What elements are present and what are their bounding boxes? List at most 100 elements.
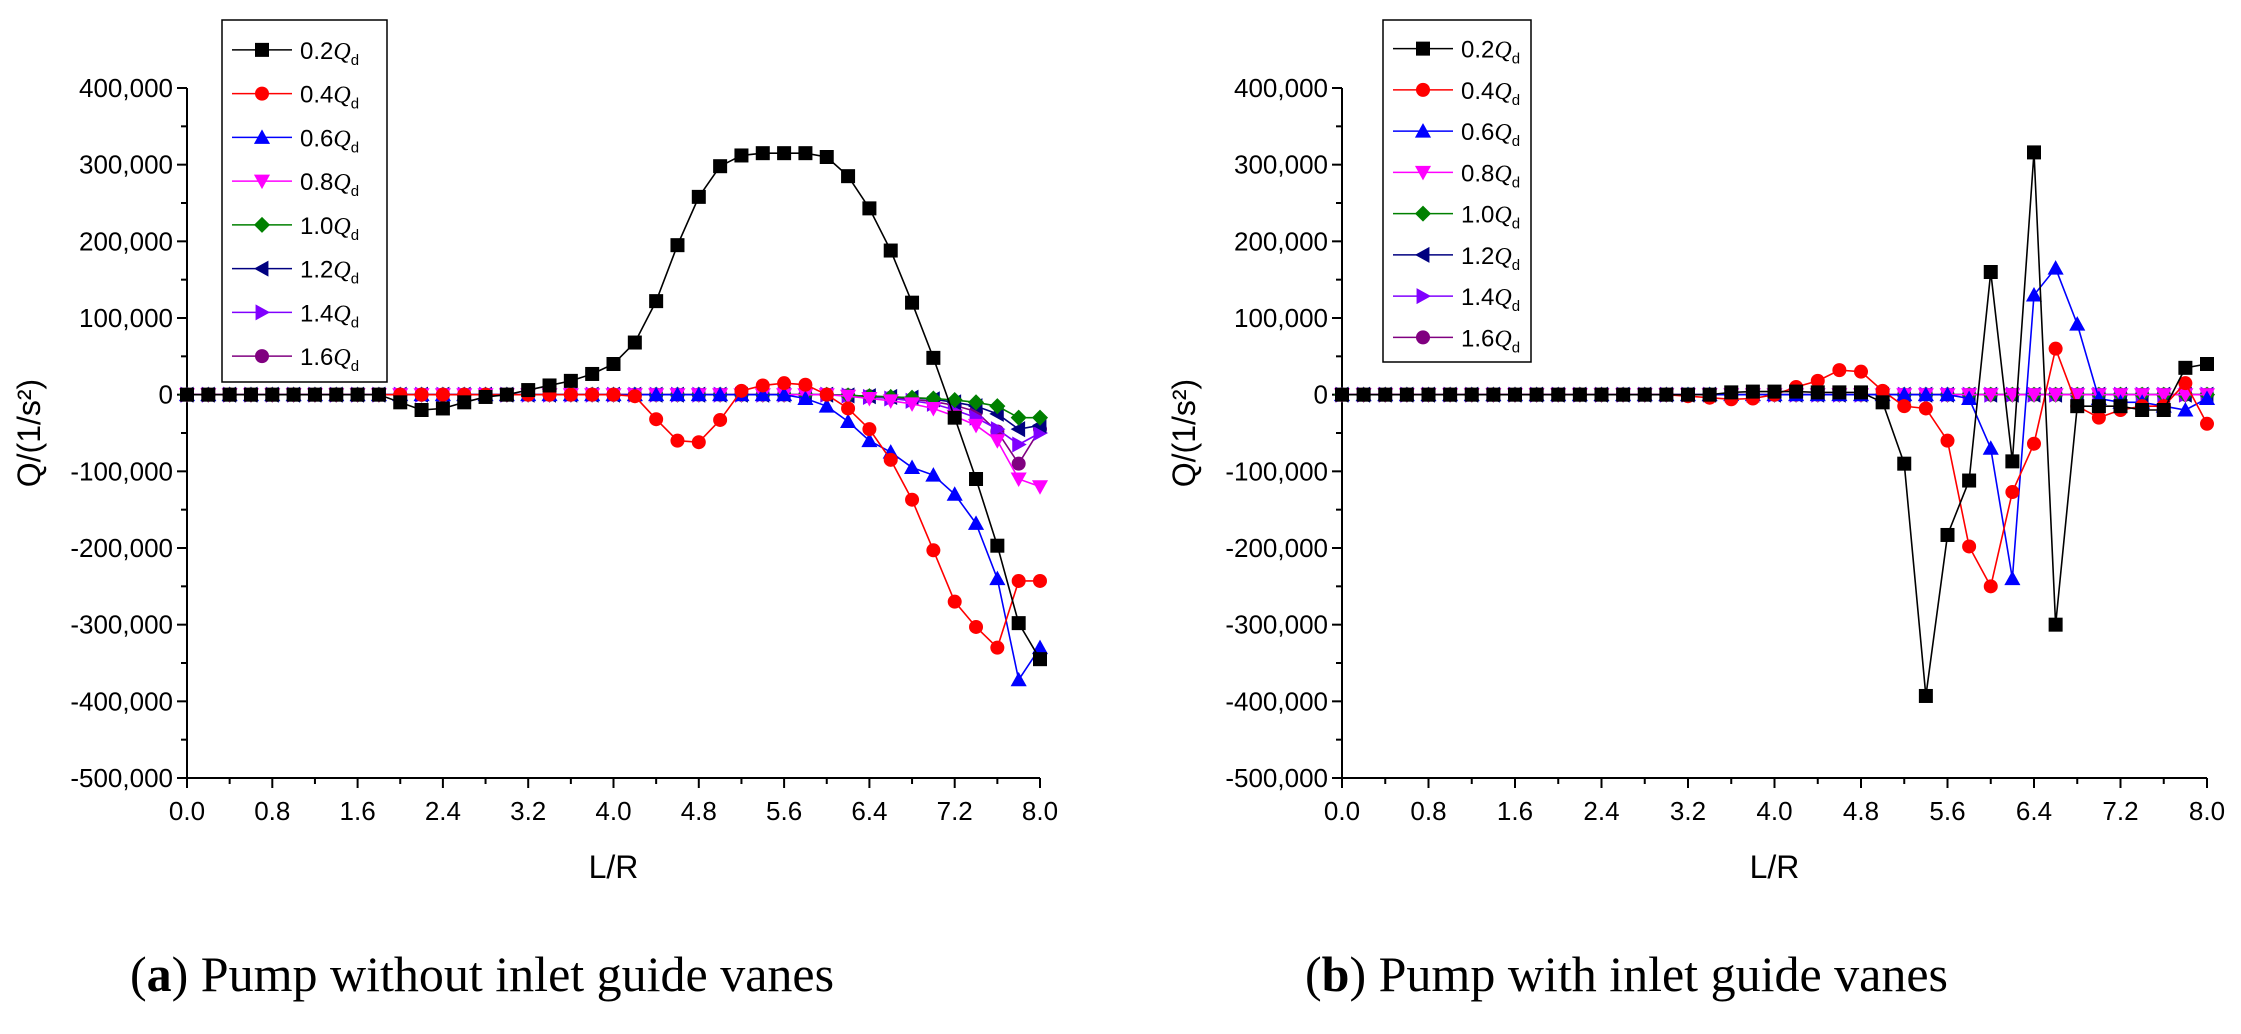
data-point	[2048, 617, 2063, 632]
data-point	[1486, 387, 1501, 402]
data-point	[1637, 387, 1652, 402]
caption-a-text: ) Pump without inlet guide vanes	[171, 946, 835, 1002]
legend-item: 0.6Qd	[1393, 119, 1520, 150]
data-point	[286, 387, 301, 402]
data-point	[925, 467, 942, 482]
data-point	[1010, 409, 1027, 426]
legend-item: 1.6Qd	[232, 344, 359, 375]
data-point	[1875, 395, 1890, 410]
x-tick-label: 1.6	[1497, 796, 1533, 826]
data-point	[1875, 383, 1890, 398]
legend-item: 0.8Qd	[232, 169, 359, 200]
legend-marker	[255, 86, 269, 101]
data-point	[1378, 387, 1393, 402]
data-point	[990, 421, 1006, 438]
data-point	[1961, 390, 1978, 405]
data-point	[1897, 399, 1912, 414]
data-point	[1854, 364, 1868, 379]
data-point	[1767, 384, 1782, 399]
data-point	[1940, 527, 1955, 542]
data-point	[2178, 360, 2193, 375]
caption-b-letter: b	[1321, 946, 1350, 1002]
legend-label: 0.8Qd	[1461, 160, 1520, 191]
data-point	[2005, 485, 2020, 500]
data-point	[2091, 399, 2106, 414]
data-point	[818, 398, 835, 413]
legend-marker	[1414, 205, 1432, 222]
legend-marker	[253, 174, 271, 190]
x-tick-label: 6.4	[2016, 796, 2052, 826]
x-tick-label: 4.0	[1756, 796, 1792, 826]
x-tick-label: 2.4	[425, 796, 461, 826]
series-0-4	[1335, 341, 2214, 594]
legend-item: 1.2Qd	[1393, 243, 1520, 274]
data-point	[435, 401, 450, 416]
x-axis-label: L/R	[1750, 849, 1800, 885]
data-point	[2178, 376, 2193, 391]
caption-b-text: ) Pump with inlet guide vanes	[1349, 946, 1949, 1002]
data-point	[1010, 671, 1027, 687]
legend-label: 1.4Qd	[1461, 284, 1520, 315]
y-tick-label: -400,000	[1225, 686, 1328, 716]
data-point	[585, 366, 600, 381]
data-point	[222, 387, 237, 402]
data-point	[691, 435, 706, 450]
y-tick-label: -500,000	[70, 763, 173, 793]
legend-item: 1.0Qd	[232, 213, 359, 244]
data-point	[1896, 386, 1913, 402]
data-point	[563, 387, 578, 402]
data-point	[1356, 387, 1371, 402]
data-point	[2004, 388, 2021, 403]
legend-item: 1.0Qd	[1393, 202, 1520, 233]
data-point	[2004, 570, 2021, 586]
legend-marker	[255, 42, 269, 57]
y-axis-label: Q/(1/s²)	[11, 379, 47, 487]
data-point	[1033, 652, 1047, 667]
legend-marker	[1414, 246, 1430, 263]
series-0-2	[180, 146, 1047, 667]
data-point	[1810, 385, 1825, 400]
data-point	[2177, 401, 2194, 417]
data-point	[2091, 410, 2106, 425]
y-tick-label: -400,000	[70, 686, 173, 716]
x-tick-label: 0.0	[169, 796, 205, 826]
data-point	[755, 146, 770, 161]
caption-b: (b) Pump with inlet guide vanes	[1305, 946, 1949, 1002]
data-point	[1443, 387, 1458, 402]
data-point	[649, 412, 664, 427]
data-point	[905, 492, 920, 507]
data-point	[1724, 385, 1739, 400]
data-point	[2069, 388, 2086, 403]
data-point	[1832, 385, 1847, 400]
legend-marker	[255, 304, 271, 321]
legend: 0.2Qd 0.4Qd 0.6Qd 0.8Qd 1.0Qd 1.2Qd 1.4Qd 1.6Qd	[1382, 19, 1532, 363]
x-tick-label: 7.2	[937, 796, 973, 826]
data-point	[1918, 688, 1933, 703]
legend-item: 1.2Qd	[232, 257, 359, 288]
legend-marker	[255, 349, 269, 364]
data-point	[1702, 387, 1717, 402]
data-point	[307, 387, 322, 402]
data-point	[2135, 403, 2150, 417]
data-point	[649, 294, 664, 309]
data-point	[1917, 386, 1934, 402]
legend-label: 1.4Qd	[300, 300, 359, 331]
data-point	[1832, 363, 1847, 378]
data-point	[776, 386, 793, 402]
data-point	[606, 357, 621, 371]
data-point	[2200, 357, 2214, 371]
y-tick-label: -200,000	[1225, 533, 1328, 563]
x-tick-label: 5.6	[1929, 796, 1965, 826]
chart-panel-b: 400,000 300,000 200,000 100,000 0 -100,000 -20…	[1166, 19, 2225, 885]
legend-label: 0.8Qd	[300, 169, 359, 200]
y-ticks: 400,000 300,000 200,000 100,000 0 -100,000 -20…	[1225, 73, 1342, 793]
legend-item: 1.4Qd	[232, 300, 359, 331]
legend-item: 1.6Qd	[1393, 325, 1520, 356]
legend-box	[221, 19, 388, 383]
x-tick-label: 6.4	[851, 796, 887, 826]
x-tick-label: 0.0	[1324, 796, 1360, 826]
data-point	[1529, 387, 1544, 402]
data-point	[2113, 399, 2128, 414]
x-tick-label: 4.0	[595, 796, 631, 826]
data-point	[862, 422, 877, 437]
